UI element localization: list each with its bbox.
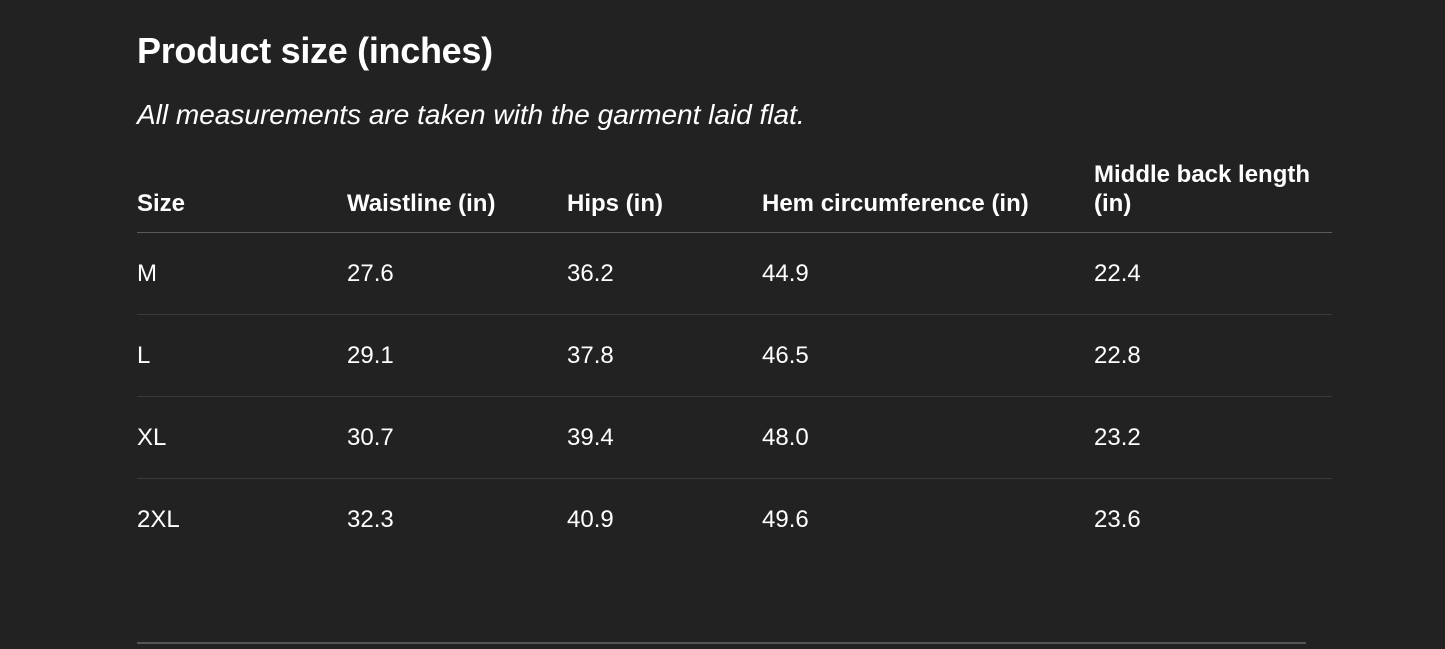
divider xyxy=(137,642,1306,644)
table-row: L 29.1 37.8 46.5 22.8 xyxy=(137,314,1332,397)
table-cell: 2XL xyxy=(137,505,180,533)
table-cell: 36.2 xyxy=(567,232,762,315)
table-cell: M xyxy=(137,232,347,315)
table-cell: L xyxy=(137,314,347,397)
table-row: 2XL 32.3 40.9 49.6 23.6 xyxy=(137,479,1332,561)
size-table: Size Waistline (in) Hips (in) Hem circum… xyxy=(137,160,1332,560)
table-cell: 22.4 xyxy=(1094,232,1332,315)
table-cell: 37.8 xyxy=(567,314,762,397)
table-cell: 22.8 xyxy=(1094,314,1332,397)
table-cell: 49.6 xyxy=(762,505,809,533)
table-cell: 48.0 xyxy=(762,396,1094,479)
table-cell: 44.9 xyxy=(762,232,1094,315)
subtitle: All measurements are taken with the garm… xyxy=(137,99,805,130)
table-cell: 30.7 xyxy=(347,396,567,479)
table-cell: 29.1 xyxy=(347,314,567,397)
table-cell: 27.6 xyxy=(347,232,567,315)
table-cell: 32.3 xyxy=(347,505,394,533)
table-cell: 40.9 xyxy=(567,505,614,533)
table-cell: 23.2 xyxy=(1094,396,1332,479)
table-row: XL 30.7 39.4 48.0 23.2 xyxy=(137,396,1332,479)
header-hips: Hips (in) xyxy=(567,160,762,233)
header-waistline: Waistline (in) xyxy=(347,160,567,233)
table-cell: 39.4 xyxy=(567,396,762,479)
header-row: Size Waistline (in) Hips (in) Hem circum… xyxy=(137,160,1332,233)
table-row: M 27.6 36.2 44.9 22.4 xyxy=(137,232,1332,315)
header-size: Size xyxy=(137,160,347,233)
page-title: Product size (inches) xyxy=(137,30,493,71)
table-cell: XL xyxy=(137,396,347,479)
header-hem: Hem circumference (in) xyxy=(762,160,1094,233)
table-cell: 23.6 xyxy=(1094,505,1141,533)
header-back-length: Middle back length (in) xyxy=(1094,160,1332,233)
table-cell: 46.5 xyxy=(762,314,1094,397)
